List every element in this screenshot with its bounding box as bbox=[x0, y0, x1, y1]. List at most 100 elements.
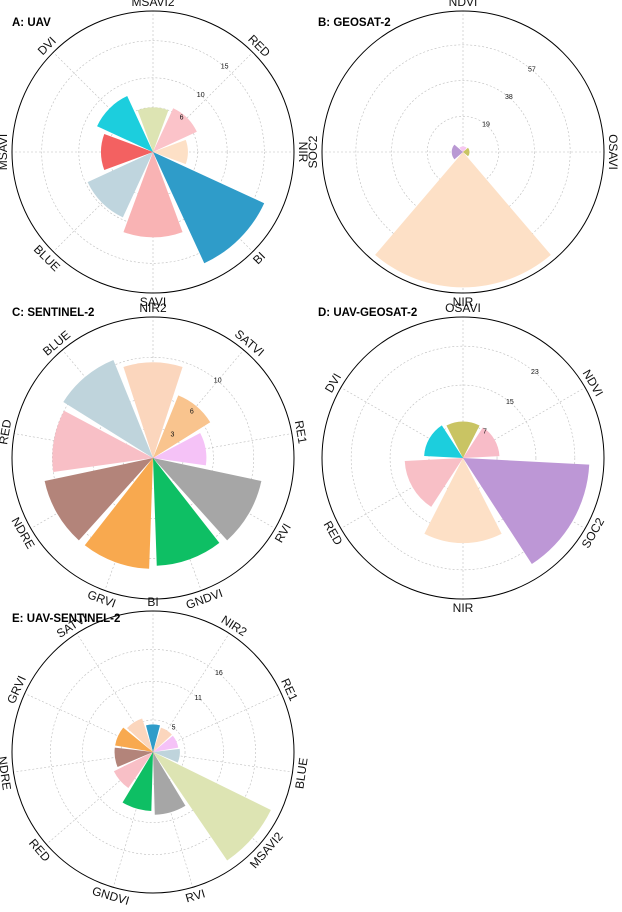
polar-chart-4: E: UAV-SENTINEL-251116BINIR2RE1BLUEMSAVI… bbox=[0, 595, 311, 908]
bar-nir2 bbox=[153, 727, 172, 752]
bar-satvi bbox=[153, 395, 211, 458]
tick-label: 5 bbox=[172, 724, 176, 731]
category-label: OSAVI bbox=[606, 134, 620, 170]
polar-chart-0: A: UAV61015MSAVI2REDNIRBISAVIBLUEMSAVIDV… bbox=[0, 0, 310, 309]
grid-spoke bbox=[462, 387, 586, 459]
chart-title: D: UAV-GEOSAT-2 bbox=[318, 307, 417, 319]
category-label: RE1 bbox=[292, 419, 310, 445]
grid-spoke bbox=[152, 433, 292, 459]
tick-label: 3 bbox=[170, 432, 174, 439]
grid-spoke bbox=[62, 349, 154, 459]
tick-label: 6 bbox=[190, 409, 194, 416]
outer-ring bbox=[321, 316, 605, 600]
category-label: DVI bbox=[35, 34, 59, 58]
category-label: OSAVI bbox=[445, 301, 481, 315]
grid-ring bbox=[389, 384, 537, 532]
grid-spoke bbox=[24, 693, 154, 753]
bar-ndvi bbox=[459, 146, 467, 152]
grid-spoke bbox=[53, 151, 154, 252]
outer-ring bbox=[11, 610, 295, 894]
category-label: MSAVI2 bbox=[131, 0, 174, 9]
category-label: RED bbox=[26, 836, 53, 865]
tick-label: 11 bbox=[195, 695, 202, 702]
polar-chart-3: D: UAV-GEOSAT-271523OSAVINDVISOC2NIRREDD… bbox=[318, 301, 607, 615]
grid-ring bbox=[350, 345, 576, 571]
tick-label: 38 bbox=[505, 94, 513, 101]
bar-red bbox=[404, 458, 463, 507]
grid-ring bbox=[41, 40, 265, 264]
bar-dvi bbox=[424, 425, 463, 458]
bar-nir bbox=[424, 458, 502, 544]
category-label: GNDVI bbox=[90, 884, 130, 908]
bar-grvi bbox=[115, 727, 153, 752]
tick-label: 7 bbox=[483, 429, 487, 436]
grid-spoke bbox=[152, 52, 253, 153]
bar-nir bbox=[375, 152, 551, 288]
bar-nir bbox=[153, 139, 188, 165]
category-label: NIR2 bbox=[139, 301, 167, 315]
chart-title: C: SENTINEL-2 bbox=[12, 307, 94, 319]
bar-satvi bbox=[127, 718, 153, 752]
outer-ring bbox=[11, 316, 295, 600]
bar-re1 bbox=[153, 735, 179, 752]
polar-chart-2: C: SENTINEL-23610NIR2SATVIRE1RVIGNDVIGRV… bbox=[0, 301, 310, 612]
bar-soc2 bbox=[463, 458, 590, 565]
category-label: RED bbox=[321, 519, 346, 548]
grid-spoke bbox=[76, 633, 154, 753]
bar-msavi bbox=[101, 134, 153, 170]
grid-spoke bbox=[152, 693, 282, 753]
bar-osavi bbox=[446, 421, 480, 458]
category-label: NIR bbox=[296, 142, 310, 163]
category-label: NIR2 bbox=[219, 613, 250, 640]
category-label: NIR bbox=[453, 295, 474, 309]
grid-spoke bbox=[152, 349, 244, 459]
bar-red bbox=[113, 752, 153, 788]
bar-red bbox=[52, 410, 154, 473]
bar-savi bbox=[123, 152, 183, 238]
grid-spoke bbox=[340, 457, 464, 529]
tick-label: 57 bbox=[528, 67, 536, 74]
grid-spoke bbox=[13, 751, 154, 773]
bar-dvi bbox=[97, 96, 153, 152]
grid-spoke bbox=[53, 52, 154, 153]
bar-msavi2 bbox=[153, 752, 271, 861]
bar-blue bbox=[153, 748, 180, 763]
bar-grvi bbox=[84, 458, 153, 569]
bar-bi bbox=[145, 724, 161, 752]
tick-label: 10 bbox=[197, 92, 205, 99]
tick-label: 6 bbox=[180, 115, 184, 122]
grid-spoke bbox=[152, 457, 202, 591]
category-label: BI bbox=[147, 595, 158, 609]
chart-title: A: UAV bbox=[12, 17, 51, 29]
grid-spoke bbox=[152, 633, 230, 753]
category-label: RVI bbox=[272, 521, 294, 545]
bar-blue bbox=[87, 152, 153, 218]
bar-re1 bbox=[153, 432, 207, 466]
grid-ring bbox=[50, 649, 256, 855]
tick-label: 10 bbox=[214, 378, 222, 385]
bar-ndre bbox=[44, 458, 153, 541]
bar-soc2 bbox=[451, 144, 463, 160]
tick-label: 16 bbox=[215, 670, 223, 677]
category-label: SAVI bbox=[140, 295, 166, 309]
grid-spoke bbox=[152, 751, 194, 888]
category-label: RVI bbox=[184, 886, 207, 905]
category-label: BLUE bbox=[40, 328, 73, 359]
category-label: GRVI bbox=[86, 587, 118, 610]
grid-spoke bbox=[152, 457, 276, 529]
category-label: GRVI bbox=[4, 674, 29, 706]
chart-title: B: GEOSAT-2 bbox=[318, 17, 391, 29]
grid-spoke bbox=[152, 751, 293, 773]
category-label: BLUE bbox=[292, 757, 310, 790]
bar-nir2 bbox=[123, 362, 183, 458]
outer-ring bbox=[321, 10, 605, 294]
bar-osavi bbox=[463, 147, 470, 157]
grid-spoke bbox=[46, 751, 154, 845]
bar-red bbox=[153, 108, 197, 152]
category-label: NIR bbox=[453, 601, 474, 615]
grid-spoke bbox=[112, 751, 154, 888]
tick-label: 15 bbox=[221, 64, 229, 71]
bar-ndre bbox=[114, 747, 153, 767]
grid-spoke bbox=[14, 433, 154, 459]
chart-title: E: UAV-SENTINEL-2 bbox=[12, 613, 120, 625]
